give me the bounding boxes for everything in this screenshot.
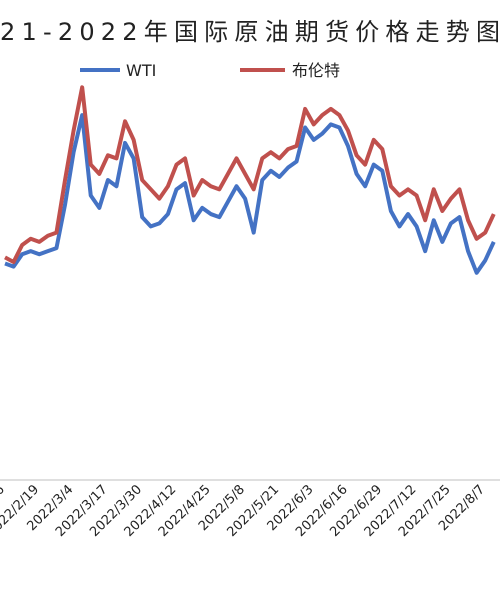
series-line [4, 85, 496, 264]
chart-title: 21-2022年国际原油期货价格走势图 [0, 18, 500, 46]
series-line [4, 113, 496, 275]
legend-label: WTI [126, 61, 156, 80]
legend-label: 布伦特 [292, 61, 340, 80]
